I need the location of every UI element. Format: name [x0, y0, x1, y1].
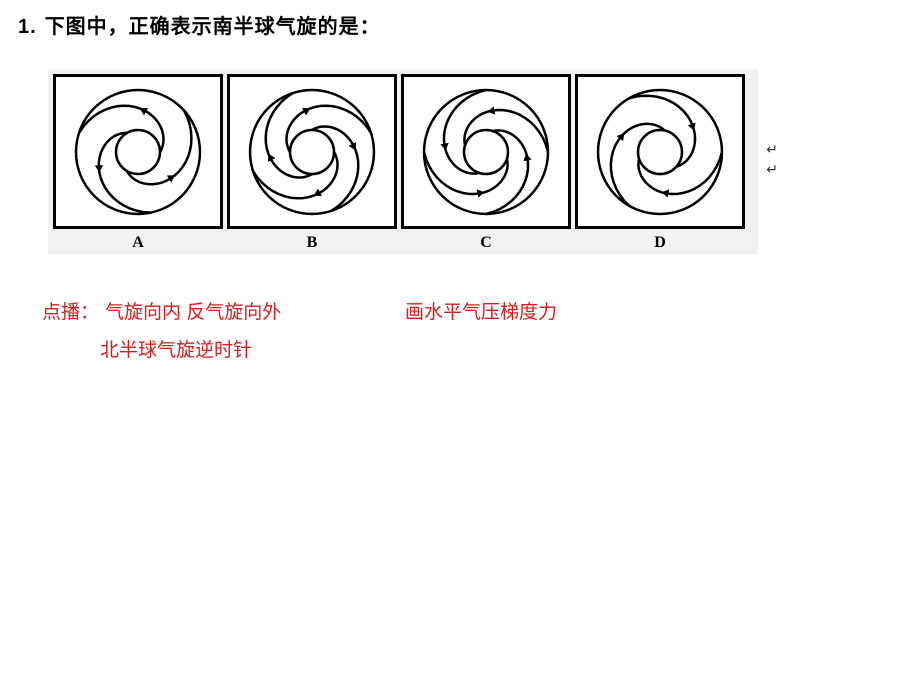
question-line: 1. 下图中，正确表示南半球气旋的是：	[0, 10, 920, 39]
hint-row-1: 点播： 气旋向内 反气旋向外 画水平气压梯度力	[42, 294, 920, 332]
figure-row: A B C D ↵↵	[48, 69, 758, 254]
figure-option-b: B	[227, 74, 397, 229]
side-return-marks: ↵↵	[766, 139, 778, 179]
cyclone-diagram-a	[63, 82, 213, 222]
hint-label: 点播：	[42, 294, 99, 332]
hint-line1-col1: 气旋向内 反气旋向外	[105, 294, 405, 332]
hint-line2: 北半球气旋逆时针	[100, 332, 252, 370]
question-number: 1.	[18, 16, 37, 39]
hints-block: 点播： 气旋向内 反气旋向外 画水平气压梯度力 北半球气旋逆时针	[42, 294, 920, 370]
hint-row-2: 北半球气旋逆时针	[42, 332, 920, 370]
cyclone-diagram-b	[237, 82, 387, 222]
question-text: 下图中，正确表示南半球气旋的是：	[45, 16, 381, 38]
figure-label-d: D	[654, 234, 666, 252]
figure-label-b: B	[307, 234, 318, 252]
figure-option-d: D	[575, 74, 745, 229]
cyclone-diagram-c	[411, 82, 561, 222]
figure-label-a: A	[132, 234, 144, 252]
figure-option-a: A	[53, 74, 223, 229]
figure-label-c: C	[480, 234, 492, 252]
hint-line1-col2: 画水平气压梯度力	[405, 294, 557, 332]
figure-option-c: C	[401, 74, 571, 229]
cyclone-diagram-d	[585, 82, 735, 222]
